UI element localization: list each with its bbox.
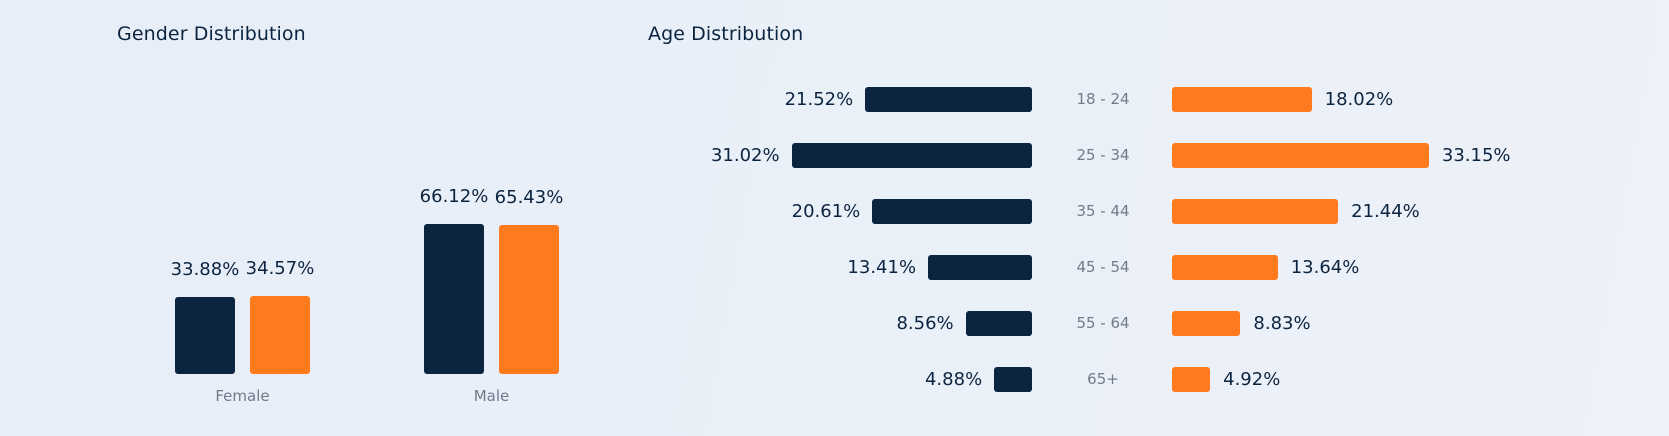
age-value-label-left-65: 4.88% — [924, 369, 983, 390]
age-category-label-25-34: 25 - 34 — [1076, 146, 1130, 164]
gender-value-label-male-1: 65.43% — [494, 187, 564, 209]
age-bar-right-35-44 — [1172, 199, 1339, 224]
age-bar-left-25-34 — [791, 143, 1032, 168]
age-value-label-right-65: 4.92% — [1223, 369, 1281, 390]
age-category-label-55-64: 55 - 64 — [1076, 314, 1130, 332]
age-category-label-18-24: 18 - 24 — [1076, 90, 1130, 108]
gender-bar-female-0 — [175, 297, 235, 374]
gender-value-label-female-1: 34.57% — [245, 257, 315, 279]
age-value-label-left-18-24: 21.52% — [784, 89, 854, 110]
gender-distribution-title: Gender Distribution — [117, 23, 306, 45]
gender-bar-male-0 — [424, 223, 484, 374]
age-category-label-65: 65+ — [1087, 370, 1119, 388]
age-bar-right-25-34 — [1172, 143, 1429, 168]
gender-value-label-female-0: 33.88% — [170, 259, 240, 281]
age-bar-right-55-64 — [1172, 311, 1241, 336]
age-bar-left-18-24 — [865, 87, 1032, 112]
age-bar-right-65 — [1172, 367, 1211, 392]
age-bar-left-35-44 — [872, 199, 1032, 224]
age-bar-left-55-64 — [965, 311, 1032, 336]
age-value-label-right-45-54: 13.64% — [1290, 257, 1360, 278]
age-value-label-left-35-44: 20.61% — [791, 201, 861, 222]
gender-category-label-male: Male — [473, 387, 510, 405]
gender-value-label-male-0: 66.12% — [419, 185, 489, 207]
age-distribution-title: Age Distribution — [648, 23, 804, 45]
age-value-label-right-18-24: 18.02% — [1324, 89, 1394, 110]
age-bar-left-65 — [994, 367, 1032, 392]
gender-category-label-female: Female — [215, 387, 270, 405]
age-bar-right-45-54 — [1172, 255, 1278, 280]
age-value-label-right-25-34: 33.15% — [1441, 145, 1511, 166]
age-value-label-left-25-34: 31.02% — [710, 145, 780, 166]
gender-bar-female-1 — [250, 295, 310, 374]
age-value-label-left-45-54: 13.41% — [847, 257, 917, 278]
age-category-label-35-44: 35 - 44 — [1076, 202, 1130, 220]
age-value-label-right-55-64: 8.83% — [1253, 313, 1311, 334]
age-bar-left-45-54 — [928, 255, 1032, 280]
age-bar-right-18-24 — [1172, 87, 1312, 112]
age-value-label-left-55-64: 8.56% — [896, 313, 954, 334]
age-value-label-right-35-44: 21.44% — [1351, 201, 1420, 222]
age-category-label-45-54: 45 - 54 — [1076, 258, 1130, 276]
gender-bar-male-1 — [499, 225, 559, 374]
